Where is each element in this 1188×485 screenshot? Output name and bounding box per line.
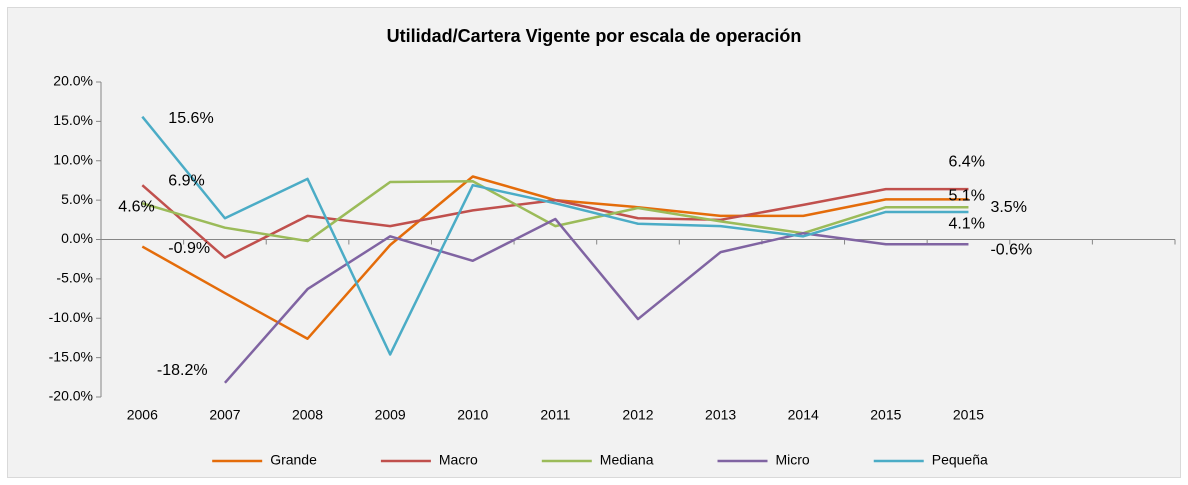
y-tick-label: 0.0% — [61, 230, 93, 246]
data-label: 6.9% — [168, 172, 204, 189]
legend-label: Macro — [439, 452, 478, 468]
data-label: 4.6% — [118, 198, 154, 215]
y-tick-label: -20.0% — [49, 388, 93, 404]
y-tick-label: 20.0% — [53, 73, 93, 89]
data-label: -18.2% — [157, 362, 208, 379]
series-line — [223, 217, 969, 384]
chart-background — [7, 7, 1181, 478]
y-tick-label: 5.0% — [61, 191, 93, 207]
x-tick-label: 2008 — [292, 407, 323, 423]
y-tick-label: -15.0% — [49, 348, 93, 364]
data-label: -0.9% — [168, 240, 210, 257]
data-label: 5.1% — [948, 188, 984, 205]
x-tick-label: 2012 — [622, 407, 653, 423]
data-label: 15.6% — [168, 110, 213, 127]
series-line — [141, 179, 969, 243]
series-line — [141, 115, 969, 356]
x-tick-label: 2014 — [788, 407, 819, 423]
data-label: 6.4% — [948, 153, 984, 170]
legend-label: Mediana — [600, 452, 654, 468]
data-label: -0.6% — [990, 241, 1032, 258]
series-line — [141, 184, 969, 259]
legend-label: Pequeña — [932, 452, 988, 468]
data-label: 3.5% — [990, 199, 1026, 216]
x-tick-label: 2013 — [705, 407, 736, 423]
x-tick-label: 2007 — [209, 407, 240, 423]
legend-label: Micro — [776, 452, 810, 468]
x-tick-label: 2009 — [375, 407, 406, 423]
y-tick-label: -5.0% — [56, 270, 93, 286]
x-tick-label: 2015 — [870, 407, 901, 423]
x-tick-label: 2011 — [540, 407, 570, 423]
legend-label: Grande — [270, 452, 317, 468]
chart-title: Utilidad/Cartera Vigente por escala de o… — [387, 26, 802, 46]
data-label: 4.1% — [948, 215, 984, 232]
x-tick-label: 2006 — [127, 407, 158, 423]
y-tick-label: 15.0% — [53, 112, 93, 128]
x-tick-label: 2010 — [457, 407, 488, 423]
y-tick-label: -10.0% — [49, 309, 93, 325]
y-tick-label: 10.0% — [53, 151, 93, 167]
x-tick-label: 2015 — [953, 407, 984, 423]
